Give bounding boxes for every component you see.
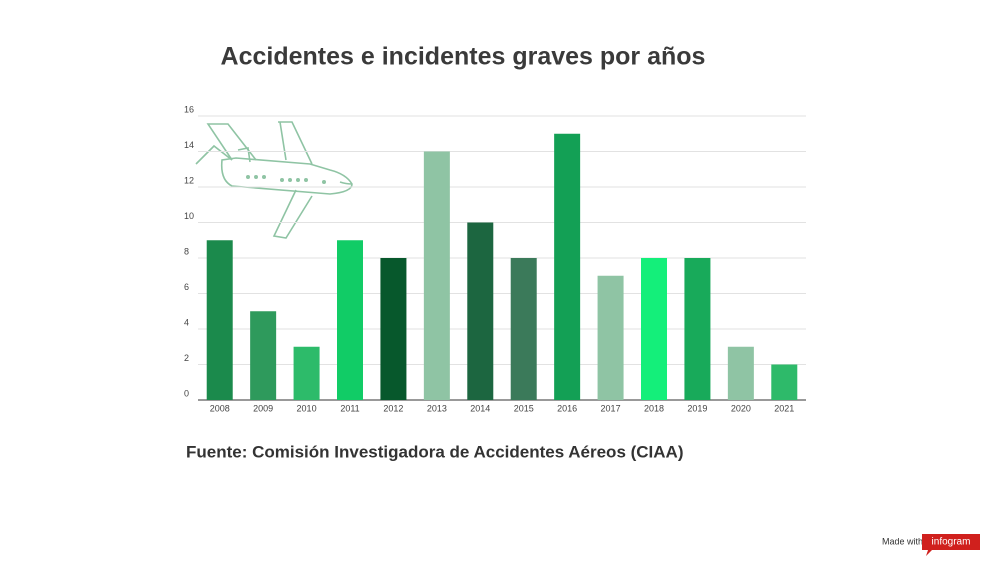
brand-badge[interactable] [922,534,980,556]
y-tick-label: 12 [184,175,194,185]
bar [250,311,277,400]
x-tick-label: 2020 [731,403,751,413]
x-tick-label: 2015 [514,403,534,413]
x-tick-label: 2013 [427,403,447,413]
airplane-icon [195,121,353,239]
bar [554,133,581,400]
bar [727,346,754,400]
bar [771,364,798,400]
x-tick-label: 2009 [253,403,273,413]
x-tick-label: 2011 [340,403,359,413]
bar [510,258,537,400]
y-tick-label: 4 [184,317,189,327]
x-tick-label: 2019 [687,403,707,413]
airplane-windows [246,175,326,184]
bar [423,151,450,400]
x-tick-label: 2021 [774,403,794,413]
y-tick-label: 0 [184,388,189,398]
x-tick-label: 2012 [383,403,403,413]
brand[interactable]: infogram [932,537,971,548]
made-with: Made with [882,536,923,546]
x-tick-label: 2016 [557,403,577,413]
bar [684,258,711,400]
x-tick-label: 2017 [601,403,621,413]
y-tick-label: 16 [184,104,194,114]
x-tick-label: 2014 [470,403,490,413]
x-tick-label: 2008 [210,403,230,413]
bar [293,346,320,400]
source-note: Fuente: Comisión Investigadora de Accide… [186,442,684,461]
x-tick-label: 2018 [644,403,664,413]
y-tick-label: 2 [184,353,189,363]
y-tick-label: 8 [184,246,189,256]
x-tick-label: 2010 [297,403,317,413]
bar [467,222,494,400]
chart-title: Accidentes e incidentes graves por años [221,43,706,71]
bar [380,258,407,400]
bar [597,275,624,400]
bar [337,240,363,400]
y-tick-label: 6 [184,282,189,292]
y-tick-label: 14 [184,140,194,150]
bar [206,240,233,400]
y-tick-label: 10 [184,211,194,221]
bar [641,258,667,400]
